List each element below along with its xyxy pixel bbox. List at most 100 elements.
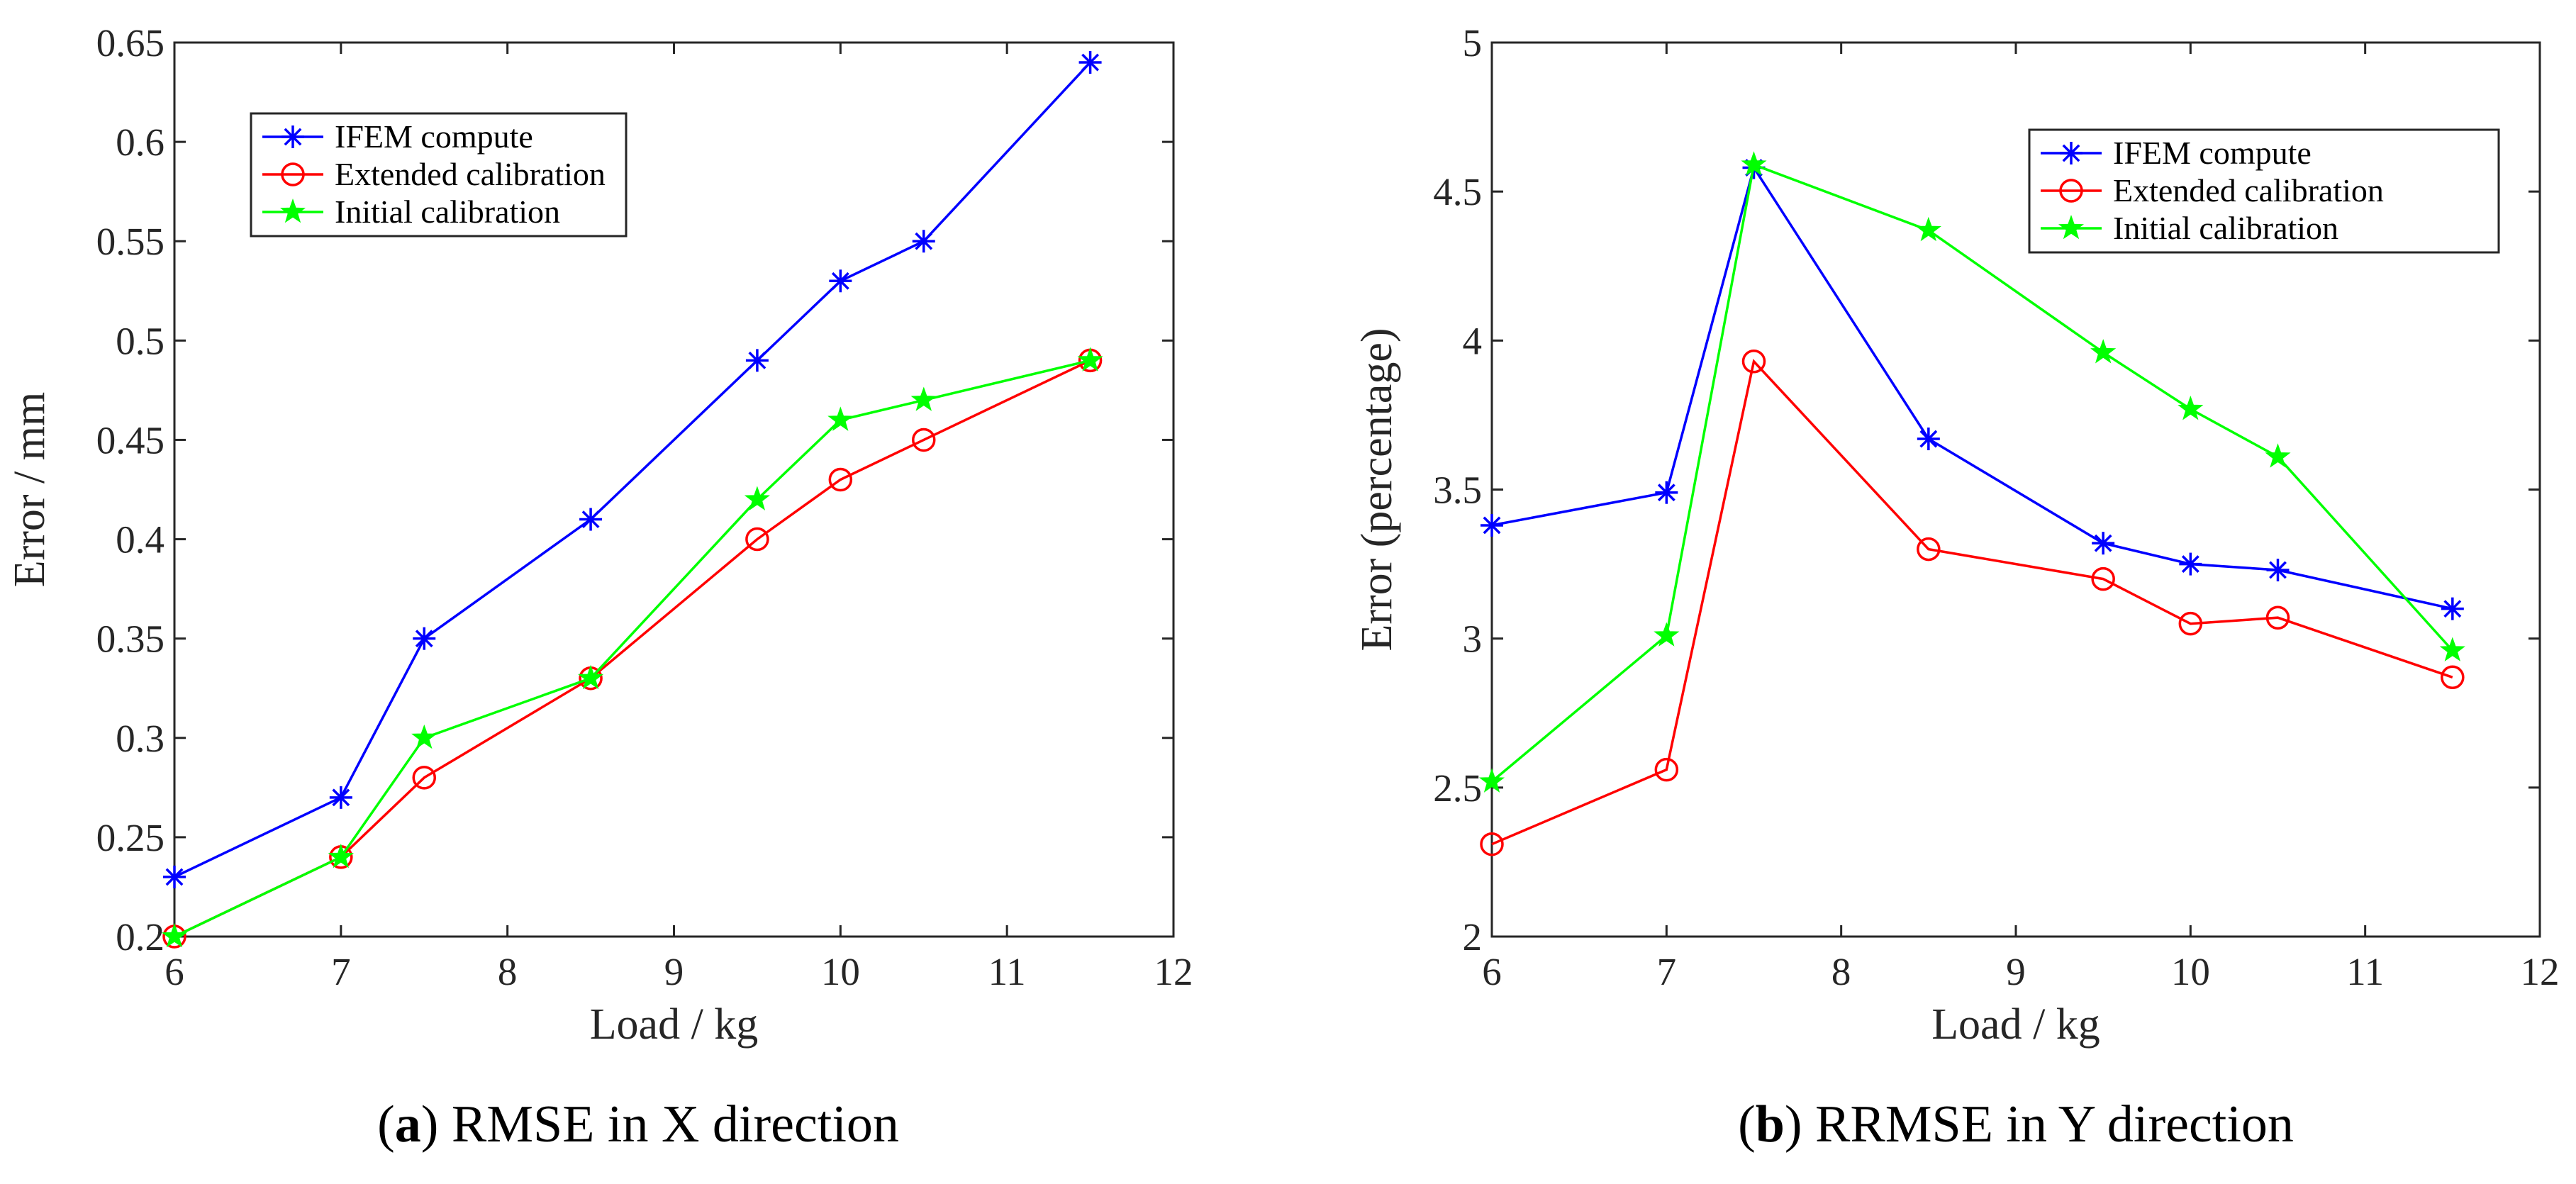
x-axis-label: Load / kg — [1931, 1000, 2100, 1049]
caption-panel-letter: b — [1756, 1095, 1785, 1154]
y-axis-label: Error / mm — [6, 392, 54, 588]
y-tick-label: 4 — [1463, 319, 1483, 362]
x-tick-label: 8 — [1831, 950, 1851, 993]
y-tick-label: 0.45 — [96, 418, 165, 462]
data-point-initial — [1077, 347, 1103, 372]
x-tick-label: 6 — [1482, 950, 1502, 993]
x-axis-label: Load / kg — [590, 1000, 759, 1049]
data-point-initial — [744, 486, 770, 510]
data-point-extended — [745, 527, 769, 552]
legend-label-initial: Initial calibration — [2113, 210, 2338, 246]
data-point-initial — [827, 406, 854, 431]
y-tick-label: 0.55 — [96, 220, 165, 263]
data-point-initial — [2178, 396, 2204, 420]
data-point-initial — [328, 843, 354, 869]
x-tick-label: 6 — [165, 950, 184, 993]
legend-marker-ifem — [281, 125, 304, 148]
data-point-ifem — [1481, 513, 1503, 537]
data-point-extended — [412, 766, 436, 790]
series-line-extended — [1491, 359, 2453, 846]
series-initial — [161, 347, 1103, 948]
data-point-ifem — [912, 230, 935, 253]
series-line-initial — [1490, 162, 2454, 783]
data-point-initial — [411, 724, 437, 749]
panel-caption: (b) RRMSE in Y direction — [1738, 1095, 2294, 1154]
y-tick-label: 5 — [1463, 21, 1483, 65]
x-tick-label: 7 — [331, 950, 351, 993]
y-tick-label: 0.25 — [96, 816, 165, 859]
data-point-ifem — [1655, 481, 1678, 504]
data-point-initial — [910, 386, 937, 411]
y-tick-label: 0.35 — [96, 618, 165, 661]
legend-box — [2028, 128, 2500, 254]
y-tick-label: 0.2 — [116, 915, 165, 959]
data-point-ifem — [329, 786, 352, 809]
data-point-extended — [1654, 757, 1679, 782]
data-point-ifem — [2179, 552, 2202, 576]
data-point-initial — [1741, 151, 1767, 176]
legend-label-extended: Extended calibration — [335, 156, 606, 192]
y-tick-label: 0.65 — [96, 21, 165, 65]
caption-close-paren: ) — [1785, 1095, 1815, 1154]
legend-marker-initial — [2058, 215, 2085, 240]
data-point-ifem — [2266, 558, 2290, 581]
caption-text: RRMSE in Y direction — [1815, 1095, 2294, 1154]
x-tick-label: 11 — [988, 950, 1026, 993]
data-point-initial — [1654, 622, 1680, 647]
y-tick-label: 0.6 — [116, 121, 165, 164]
data-point-ifem — [829, 269, 852, 293]
legend-marker-extended — [281, 162, 305, 186]
y-tick-label: 2.5 — [1433, 766, 1482, 810]
panel-caption: (a) RMSE in X direction — [377, 1095, 899, 1154]
data-point-ifem — [1917, 428, 1940, 451]
series-line-ifem — [174, 61, 1091, 878]
caption-text: RMSE in X direction — [452, 1095, 899, 1154]
y-tick-label: 3.5 — [1433, 469, 1482, 512]
x-tick-label: 12 — [1154, 950, 1193, 993]
data-point-initial — [2439, 637, 2465, 661]
data-point-initial — [2090, 339, 2117, 364]
data-point-extended — [2265, 605, 2290, 630]
legend-label-ifem: IFEM compute — [335, 118, 533, 155]
legend-label-initial: Initial calibration — [335, 194, 560, 230]
x-tick-label: 7 — [1657, 950, 1677, 993]
data-point-extended — [2441, 665, 2465, 690]
legend-label-ifem: IFEM compute — [2113, 135, 2312, 171]
caption-open-paren: ( — [1738, 1095, 1756, 1154]
series-line-initial — [174, 359, 1091, 938]
series-extended — [162, 348, 1103, 949]
data-point-ifem — [579, 508, 603, 531]
series-extended — [1480, 350, 2465, 856]
y-tick-label: 0.3 — [116, 717, 165, 760]
data-point-extended — [1917, 537, 1941, 562]
caption-panel-letter: a — [395, 1095, 421, 1154]
data-point-ifem — [745, 349, 769, 372]
data-point-extended — [2091, 566, 2115, 591]
data-point-extended — [2178, 611, 2203, 636]
series-line-extended — [174, 359, 1091, 938]
panel-a-rmse-x: 6 7 8 9 10 11 12 0.2 0.25 0.3 0.35 0.4 0.45 0.5 0.55 0.… — [6, 21, 1193, 1154]
legend-marker-extended — [2059, 179, 2083, 203]
series-ifem — [163, 51, 1102, 888]
y-axis-label: Error (percentage) — [1353, 328, 1401, 651]
data-point-ifem — [1078, 51, 1102, 74]
data-point-extended — [1741, 350, 1766, 374]
data-point-initial — [1478, 768, 1505, 793]
series-initial — [1478, 151, 2465, 793]
x-tick-label: 11 — [2346, 950, 2384, 993]
data-point-initial — [161, 923, 188, 948]
data-point-extended — [1480, 832, 1504, 856]
y-tick-label: 0.4 — [116, 518, 165, 562]
panel-b-rrmse-y: 6 7 8 9 10 11 12 2 2.5 3 3.5 4 4.5 5 Load / kg Error (p… — [1353, 21, 2560, 1154]
data-point-extended — [828, 467, 853, 492]
legend-marker-initial — [279, 199, 306, 223]
y-tick-label: 4.5 — [1433, 170, 1482, 213]
x-tick-label: 10 — [821, 950, 860, 993]
data-point-initial — [578, 664, 604, 690]
legend-marker-ifem — [2060, 142, 2082, 164]
legend-label-extended: Extended calibration — [2113, 172, 2384, 208]
y-tick-label: 2 — [1463, 915, 1483, 959]
data-point-ifem — [2092, 532, 2115, 555]
